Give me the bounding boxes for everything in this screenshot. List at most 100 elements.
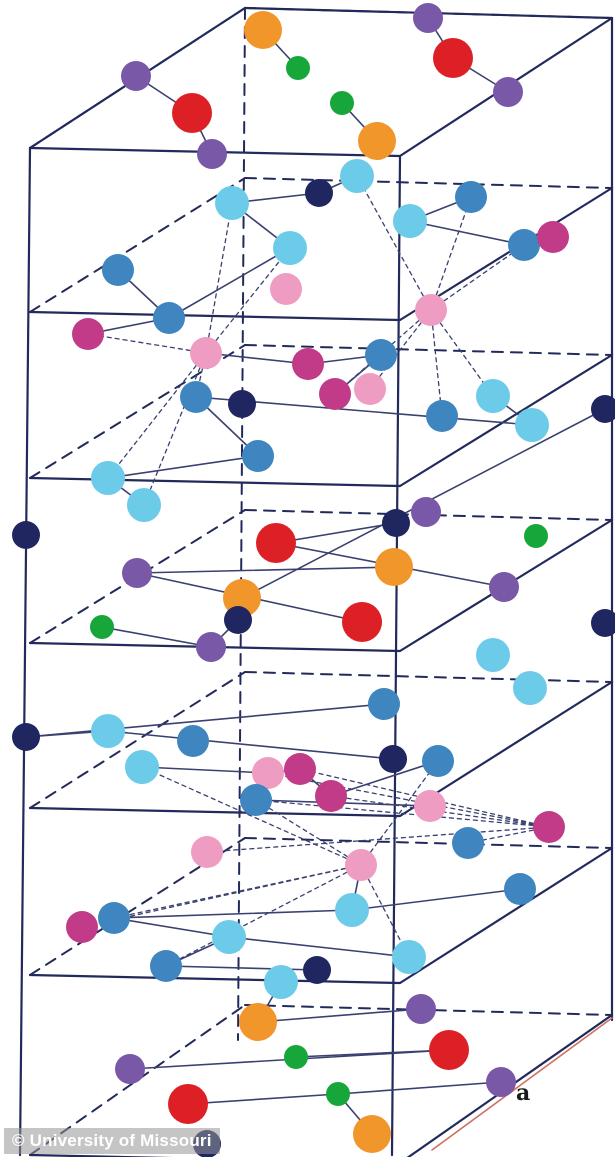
bond-line-dashed [369,309,432,390]
atom-steel-blue [150,950,182,982]
bond-line-dashed [430,309,443,417]
cell-back-edge [244,509,613,521]
bond-line [107,730,394,760]
atom-pink [190,337,222,369]
atom-magenta [319,378,351,410]
atom-navy [12,723,40,751]
atom-purple [413,3,443,33]
cell-right-edge [398,846,614,985]
atom-green [286,56,310,80]
atom-pink [414,790,446,822]
bond-line [275,522,397,544]
axis-label-a: a [516,1080,531,1106]
atom-navy [382,509,410,537]
atom-red [433,38,473,78]
bond-line [205,352,309,365]
atom-sky-blue [392,940,426,974]
cell-front-edge [28,806,402,818]
bond-line-dashed [87,333,207,354]
atom-steel-blue [368,688,400,720]
atom-red [168,1084,208,1124]
atom-sky-blue [273,231,307,265]
atom-sky-blue [91,461,125,495]
cell-back-edge [244,837,613,849]
cell-vertical-back-left [237,7,246,1041]
atom-steel-blue [508,229,540,261]
atom-steel-blue [365,339,397,371]
cell-back-edge [244,344,613,356]
atom-red [172,93,212,133]
bond-line [141,766,269,774]
atom-navy [379,745,407,773]
unit-cell-frame [18,6,614,1157]
bond-line-dashed [330,795,550,828]
atom-navy [591,395,615,423]
atom-orange [375,548,413,586]
atom-purple [115,1054,145,1084]
atom-purple [489,572,519,602]
cell-front-edge [28,973,402,985]
bond-line-dashed [143,352,207,506]
bond-line-dashed [141,766,362,866]
bond-line-dashed [360,864,410,958]
bond-line [257,1008,422,1023]
atom-navy [12,521,40,549]
image-credit: © University of Missouri [4,1128,220,1154]
atom-magenta [315,780,347,812]
bond-line-dashed [255,799,550,828]
bond-line [101,626,212,648]
atom-sky-blue [476,379,510,413]
atom-magenta [72,318,104,350]
cell-left-back-edge [29,509,246,644]
cell-back-edge [244,671,613,683]
bond-line [409,220,525,246]
atom-steel-blue [242,440,274,472]
atom-purple [122,558,152,588]
bond-line-dashed [205,202,233,354]
cell-vertical-front-left [18,146,32,1157]
cell-left-back-edge [29,177,246,313]
bond-line [165,965,318,971]
atom-pink [345,849,377,881]
atom-steel-blue [153,302,185,334]
atom-steel-blue [452,827,484,859]
atom-navy [303,956,331,984]
atom-green [284,1045,308,1069]
atom-sky-blue [393,204,427,238]
atom-steel-blue [455,181,487,213]
atom-red [342,602,382,642]
atom-steel-blue [504,873,536,905]
bond-line-dashed [356,175,432,311]
atom-orange [239,1003,277,1041]
atom-sky-blue [215,186,249,220]
atom-sky-blue [515,408,549,442]
atom-pink [415,294,447,326]
bond-line-dashed [107,352,207,479]
bond-line-dashed [206,826,550,853]
bond-line [136,566,395,574]
atom-sky-blue [476,638,510,672]
atom-pink [191,836,223,868]
atom-green [330,91,354,115]
bond-line [330,760,439,797]
atom-navy [305,179,333,207]
atom-purple [406,994,436,1024]
bond-line [25,703,385,738]
atom-navy [224,606,252,634]
bond-line-dashed [205,247,291,354]
bond-line [351,888,521,911]
atom-purple [121,61,151,91]
atom-orange [358,122,396,160]
atom-orange [244,11,282,49]
atom-pink [252,757,284,789]
bond-line [113,909,353,919]
atom-steel-blue [98,902,130,934]
bond-line-dashed [430,244,525,311]
bond-line [228,936,410,958]
atom-sky-blue [212,920,246,954]
atom-red [256,523,296,563]
bond-line-dashed [467,826,550,844]
cell-vertical-front-right [390,154,402,1157]
atom-steel-blue [426,400,458,432]
